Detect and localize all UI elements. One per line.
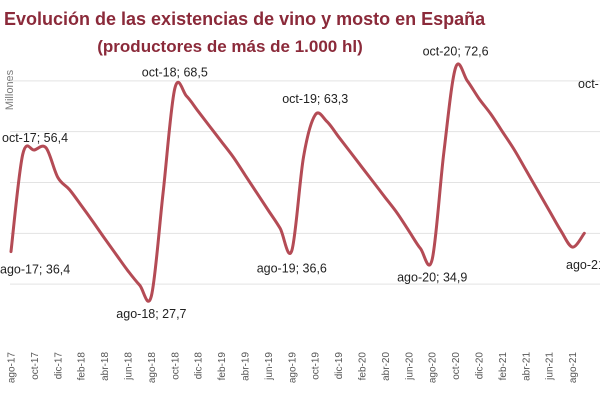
data-point-nov-18 [185, 95, 187, 97]
data-point-may-18 [115, 253, 117, 255]
grid-layer [10, 80, 600, 285]
data-point-ene-18 [68, 188, 70, 190]
x-tick-label-feb-21: feb-21 [498, 352, 509, 381]
data-point-oct-18 [174, 87, 176, 89]
data-point-may-21 [536, 189, 538, 191]
data-point-ago-21 [571, 246, 573, 248]
data-point-ene-21 [490, 113, 492, 115]
chart-title: Evolución de las existencias de vino y m… [4, 9, 486, 29]
x-tick-label-oct-17: oct-17 [30, 352, 41, 380]
x-tick-label-oct-19: oct-19 [311, 352, 322, 380]
x-tick-label-dic-19: dic-19 [334, 352, 345, 380]
data-point-nov-19 [326, 120, 328, 122]
data-point-abr-20 [384, 197, 386, 199]
data-point-dic-20 [478, 97, 480, 99]
data-label-oct-20: oct-20; 72,6 [423, 45, 489, 59]
x-tick-label-dic-17: dic-17 [53, 352, 64, 380]
x-tick-label-oct-18: oct-18 [170, 352, 181, 380]
data-point-abr-18 [103, 237, 105, 239]
series-layer [9, 62, 586, 303]
data-label-ago-18: ago-18; 27,7 [116, 307, 186, 321]
data-point-jun-19 [267, 209, 269, 211]
data-point-sep-19 [302, 156, 304, 158]
data-point-sep-21 [583, 232, 585, 234]
data-point-ene-20 [349, 151, 351, 153]
data-point-jul-20 [419, 247, 421, 249]
data-point-oct-17 [33, 149, 35, 151]
data-label-ago-17: ago-17; 36,4 [0, 263, 70, 277]
data-point-ago-20 [431, 258, 433, 260]
x-tick-label-abr-20: abr-20 [381, 352, 392, 381]
data-point-may-20 [396, 212, 398, 214]
data-point-ene-19 [209, 125, 211, 127]
x-tick-label-dic-20: dic-20 [475, 352, 486, 380]
data-point-mar-20 [373, 181, 375, 183]
x-tick-label-oct-20: oct-20 [451, 352, 462, 380]
data-point-jun-20 [408, 230, 410, 232]
data-point-feb-20 [361, 166, 363, 168]
x-tick-label-feb-20: feb-20 [358, 352, 369, 381]
y-axis-unit-label: Millones [4, 69, 16, 110]
x-tick-label-jun-20: jun-20 [404, 352, 415, 381]
data-point-mar-18 [92, 220, 94, 222]
x-tick-label-abr-19: abr-19 [241, 352, 252, 381]
data-label-oct-17: oct-17; 56,4 [2, 131, 68, 145]
x-tick-label-ago-20: ago-20 [428, 352, 439, 384]
data-point-dic-18 [197, 110, 199, 112]
data-label-ago-19: ago-19; 36,6 [257, 262, 327, 276]
chart-subtitle: (productores de más de 1.000 hl) [97, 37, 362, 56]
series-line-0 [9, 62, 586, 303]
data-point-nov-20 [466, 80, 468, 82]
x-tick-label-ago-21: ago-21 [568, 352, 579, 384]
data-label-oct-19: oct-19; 63,3 [282, 92, 348, 106]
data-point-ago-19 [291, 249, 293, 251]
data-point-ago-17 [10, 250, 12, 252]
data-point-nov-17 [45, 147, 47, 149]
data-label-oct-18: oct-18; 68,5 [142, 65, 208, 79]
data-point-ago-18 [150, 295, 152, 297]
data-label-layer: ago-17; 36,4 oct-17; 56,4 ago-18; 27,7 oct-… [0, 45, 600, 321]
data-point-sep-18 [162, 191, 164, 193]
x-tick-label-ago-18: ago-18 [147, 352, 158, 384]
data-label-ago-21: ago-21; 3 [566, 258, 600, 272]
data-point-mar-19 [232, 156, 234, 158]
data-point-abr-21 [525, 169, 527, 171]
data-point-jul-19 [279, 227, 281, 229]
x-tick-label-ago-17: ago-17 [7, 352, 18, 384]
data-point-feb-18 [80, 204, 82, 206]
data-point-jul-21 [560, 230, 562, 232]
data-point-oct-19 [314, 114, 316, 116]
data-label-sep-21: oct- [578, 77, 599, 91]
data-point-oct-20 [454, 66, 456, 68]
x-tick-label-jun-19: jun-19 [264, 352, 275, 381]
x-tick-label-ago-19: ago-19 [287, 352, 298, 384]
x-tick-label-abr-21: abr-21 [521, 352, 532, 381]
data-label-ago-20: ago-20; 34,9 [397, 270, 467, 284]
data-point-mar-21 [513, 148, 515, 150]
data-point-sep-17 [22, 153, 24, 155]
x-tick-label-jun-21: jun-21 [545, 352, 556, 381]
x-tick-label-jun-18: jun-18 [124, 352, 135, 381]
data-point-may-19 [256, 191, 258, 193]
data-point-sep-20 [443, 151, 445, 153]
x-tick-layer: ago-17 oct-17 dic-17 feb-18 abr-18 jun-18 ago-… [7, 352, 580, 384]
data-point-dic-19 [337, 136, 339, 138]
data-point-jul-18 [139, 284, 141, 286]
data-point-dic-17 [57, 176, 59, 178]
x-tick-label-abr-18: abr-18 [100, 352, 111, 381]
x-tick-label-feb-19: feb-19 [217, 352, 228, 381]
data-point-jun-18 [127, 270, 129, 272]
x-tick-label-feb-18: feb-18 [77, 352, 88, 381]
data-point-feb-19 [220, 141, 222, 143]
data-point-feb-21 [501, 130, 503, 132]
data-point-jun-21 [548, 209, 550, 211]
x-tick-label-dic-18: dic-18 [194, 352, 205, 380]
data-point-abr-19 [244, 174, 246, 176]
